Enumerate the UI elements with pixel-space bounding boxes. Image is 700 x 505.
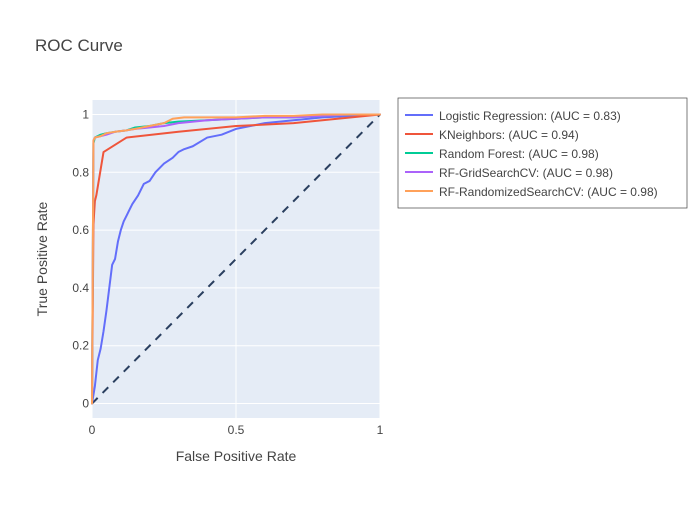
x-tick-label: 1: [377, 423, 384, 437]
y-tick-label: 0.2: [72, 339, 89, 353]
legend-box: [397, 97, 688, 209]
legend-item[interactable]: RF-GridSearchCV: (AUC = 0.98): [405, 166, 613, 180]
y-tick-label: 0.6: [72, 223, 89, 237]
x-tick-label: 0.5: [228, 423, 245, 437]
legend-label: Logistic Regression: (AUC = 0.83): [439, 109, 621, 123]
y-tick-label: 1: [82, 107, 89, 121]
series-line[interactable]: [91, 113, 381, 405]
y-axis-label: True Positive Rate: [34, 201, 50, 316]
chart-title: ROC Curve: [35, 36, 123, 55]
legend-item[interactable]: RF-RandomizedSearchCV: (AUC = 0.98): [405, 185, 658, 199]
tick-labels: 0 0.5 1 0 0.2 0.4 0.6 0.8 1: [72, 107, 383, 437]
series-layer: [91, 113, 381, 405]
y-tick-label: 0.4: [72, 281, 89, 295]
legend-item[interactable]: Logistic Regression: (AUC = 0.83): [405, 109, 621, 123]
legend-label: Random Forest: (AUC = 0.98): [439, 147, 599, 161]
legend-item[interactable]: Random Forest: (AUC = 0.98): [405, 147, 599, 161]
y-tick-label: 0.8: [72, 165, 89, 179]
legend-items[interactable]: Logistic Regression: (AUC = 0.83) KNeighb…: [405, 109, 658, 199]
legend-item[interactable]: KNeighbors: (AUC = 0.94): [405, 128, 579, 142]
legend-label: RF-RandomizedSearchCV: (AUC = 0.98): [439, 185, 658, 199]
series-line[interactable]: [91, 113, 381, 405]
legend-label: RF-GridSearchCV: (AUC = 0.98): [439, 166, 613, 180]
legend[interactable]: Logistic Regression: (AUC = 0.83) KNeighb…: [397, 97, 688, 209]
y-tick-label: 0: [82, 397, 89, 411]
grid-layer: [91, 100, 381, 418]
legend-label: KNeighbors: (AUC = 0.94): [439, 128, 579, 142]
x-tick-label: 0: [89, 423, 96, 437]
x-axis-label: False Positive Rate: [176, 448, 297, 464]
series-line[interactable]: [91, 113, 381, 405]
